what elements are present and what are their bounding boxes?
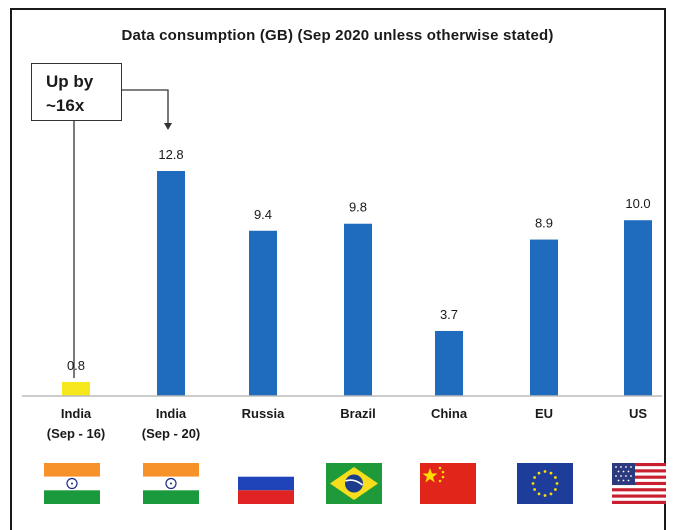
category-label-5-0: EU (535, 406, 553, 421)
bar-chart: 0.8 India (Sep - 16) 12.8 India (Sep - 20) 9.4… (22, 89, 662, 441)
value-label-3: 9.8 (349, 200, 367, 215)
value-label-0: 0.8 (67, 358, 85, 373)
callout-arrowhead (164, 123, 172, 130)
bar-6 (624, 220, 652, 396)
callout-line-2: ~16x (46, 96, 85, 115)
value-label-4: 3.7 (440, 307, 458, 322)
category-label-3-0: Brazil (340, 406, 375, 421)
category-label-0-1: (Sep - 16) (47, 426, 106, 441)
value-label-5: 8.9 (535, 216, 553, 231)
russia-flag-icon (238, 463, 294, 504)
growth-callout: Up by ~16x (31, 63, 122, 121)
category-label-4-0: China (431, 406, 468, 421)
category-label-1-0: India (156, 406, 187, 421)
bar-1 (157, 171, 185, 396)
bar-5 (530, 239, 558, 396)
category-label-2-0: Russia (242, 406, 285, 421)
callout-line-1: Up by (46, 72, 94, 91)
bar-0 (62, 381, 90, 396)
us-flag-icon (612, 463, 666, 504)
eu-flag-icon (517, 463, 573, 504)
bar-4 (435, 330, 463, 396)
china-flag-icon (420, 463, 476, 504)
bar-3 (344, 223, 372, 396)
chart-title: Data consumption (GB) (Sep 2020 unless o… (121, 27, 554, 44)
india-flag-icon (44, 463, 100, 504)
category-label-0-0: India (61, 406, 92, 421)
india-flag-icon (143, 463, 199, 504)
callout-arrow-line (122, 89, 169, 124)
value-label-2: 9.4 (254, 207, 272, 222)
category-label-6-0: US (629, 406, 647, 421)
chart-frame (10, 8, 666, 530)
value-label-1: 12.8 (158, 147, 183, 162)
brazil-flag-icon (326, 463, 382, 504)
category-label-1-1: (Sep - 20) (142, 426, 201, 441)
bar-2 (249, 230, 277, 396)
value-label-6: 10.0 (625, 196, 650, 211)
